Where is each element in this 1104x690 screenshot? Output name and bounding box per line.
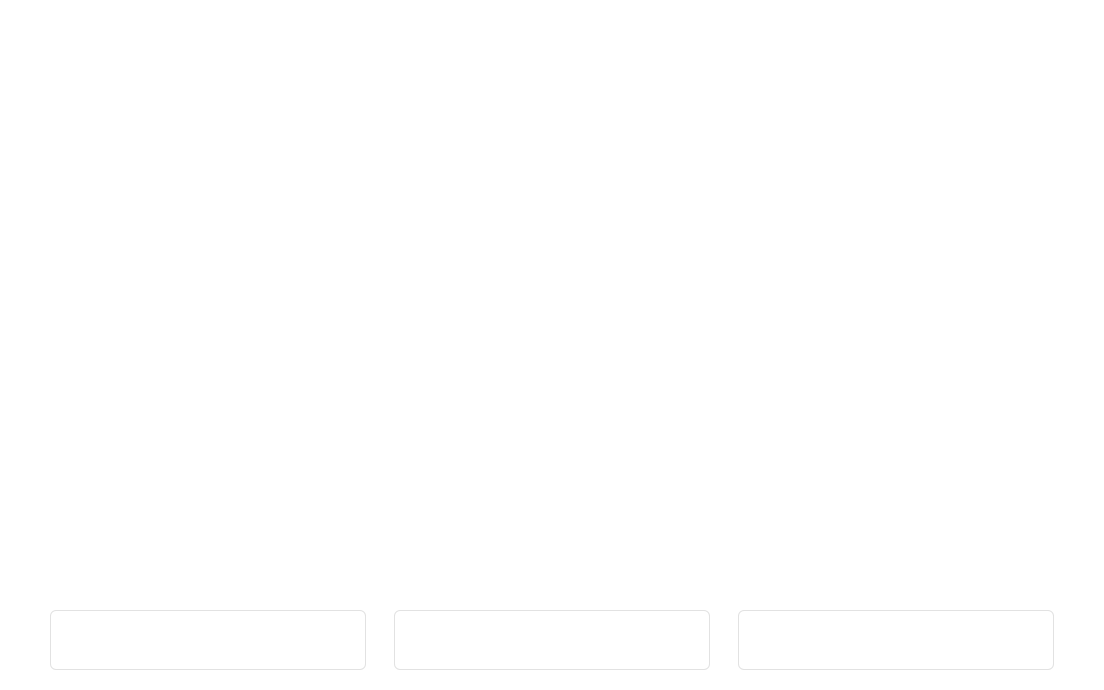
legend-dot-min	[200, 630, 208, 638]
gauge-svg	[0, 0, 1104, 560]
legend-title-avg	[544, 630, 560, 638]
legend-card-avg	[394, 610, 710, 670]
legend-card-max	[738, 610, 1054, 670]
legend-row	[0, 610, 1104, 670]
legend-dot-max	[888, 630, 896, 638]
legend-title-max	[888, 630, 904, 638]
gauge-container	[0, 0, 1104, 560]
legend-title-min	[200, 630, 216, 638]
legend-dot-avg	[544, 630, 552, 638]
legend-card-min	[50, 610, 366, 670]
